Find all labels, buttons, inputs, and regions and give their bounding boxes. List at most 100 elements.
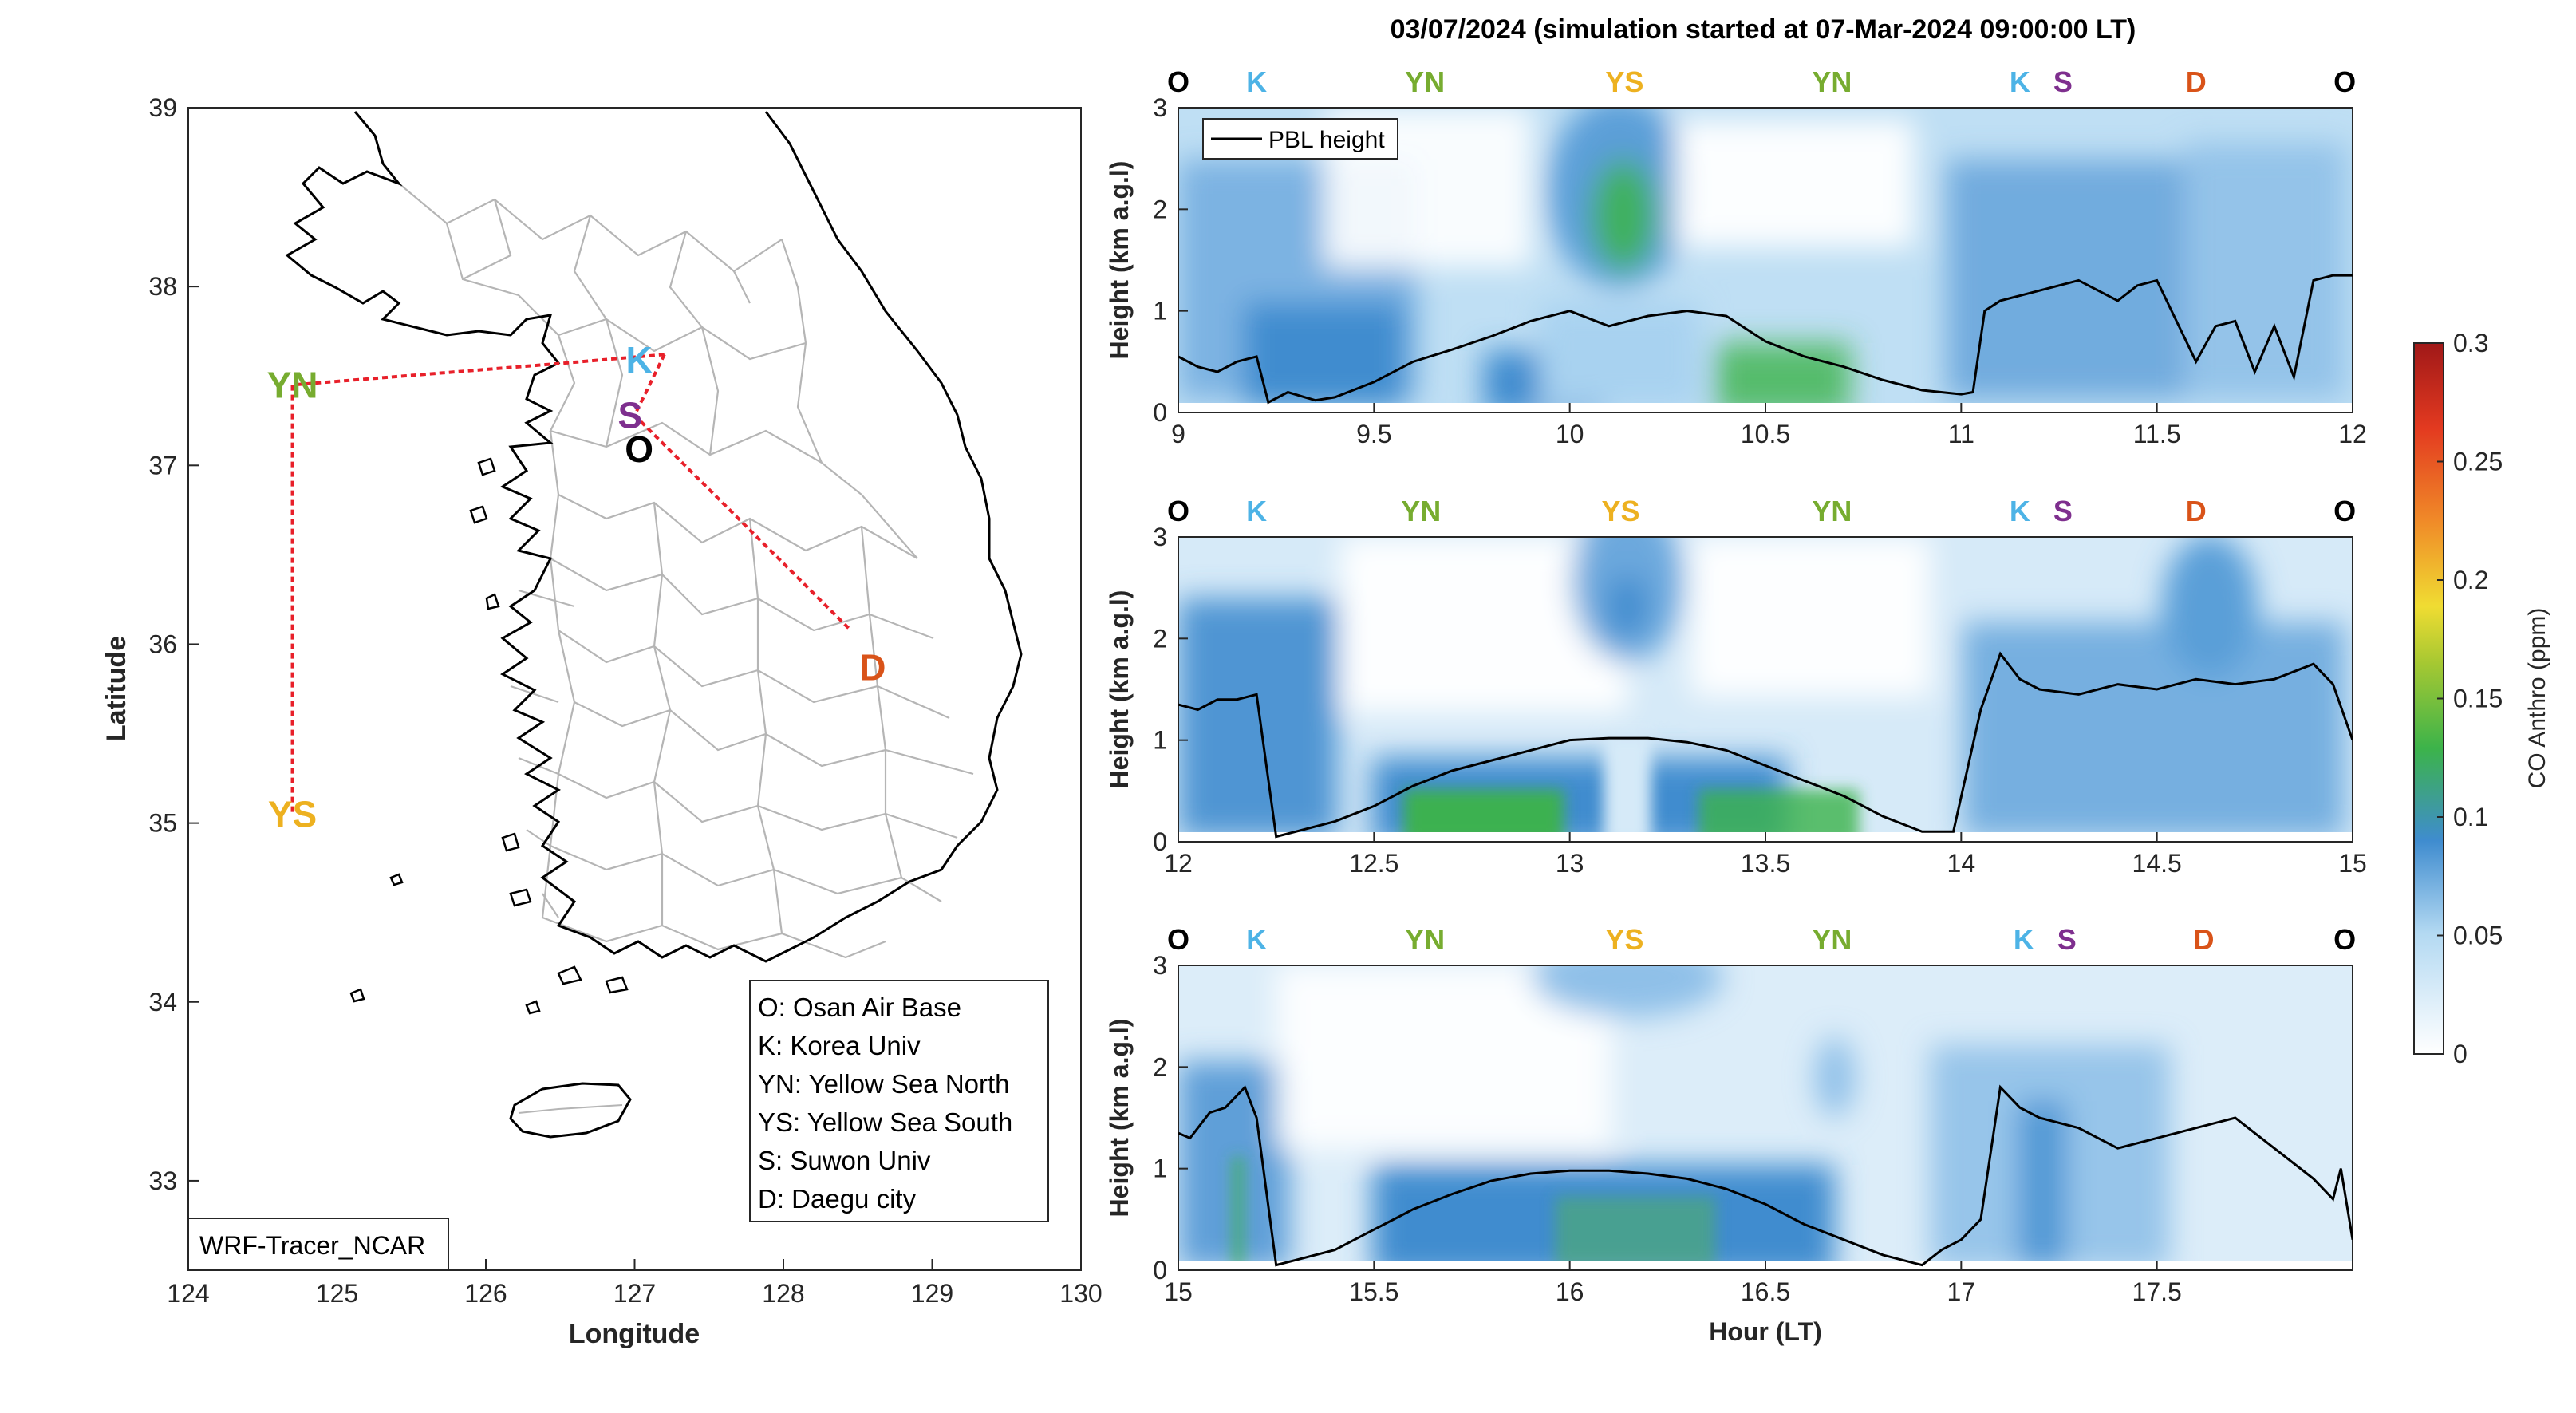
legend-item-s: S: Suwon Univ <box>758 1146 931 1175</box>
panel-2-x-tick-label: 15 <box>2338 849 2367 878</box>
panel-2-x-tick-label: 13.5 <box>1741 849 1790 878</box>
panel-2-x-tick-label: 13 <box>1556 849 1584 878</box>
panel-2-y-tick-label: 1 <box>1153 726 1167 755</box>
panel-2-site-yn-2: YN <box>1401 495 1441 527</box>
panel-2-site-o-8: O <box>2333 495 2356 527</box>
panel-2-site-k-5: K <box>2010 495 2030 527</box>
panel-1-x-tick-label: 10.5 <box>1741 420 1790 448</box>
panel-3-y-ticks: 0 1 2 3 <box>1153 951 1188 1285</box>
colorbar-tick-label: 0.2 <box>2453 566 2488 594</box>
panel-2-field <box>1178 537 2353 842</box>
map-y-tick-label: 34 <box>148 988 177 1016</box>
panel-1-site-labels: O K YN YS YN K S D O <box>1167 65 2356 98</box>
pbl-legend-label: PBL height <box>1268 127 1385 153</box>
panel-3-field <box>1178 965 2353 1270</box>
map-site-k-2: K <box>625 339 652 381</box>
panel-3-site-s-6: S <box>2057 923 2077 956</box>
legend-item-d: D: Daegu city <box>758 1184 917 1214</box>
pbl-line-3 <box>1178 1084 2353 1267</box>
map-x-ticks: 124 125 126 127 128 129 130 <box>167 1259 1103 1308</box>
panel-2-x-tick-label: 12.5 <box>1349 849 1398 878</box>
panel-3-x-tick-label: 15.5 <box>1349 1277 1398 1306</box>
panel-3-y-tick-label: 1 <box>1153 1154 1167 1183</box>
legend-item-ys: YS: Yellow Sea South <box>758 1107 1012 1137</box>
panel-3-x-tick-label: 17 <box>1947 1277 1976 1306</box>
panel-3-site-o-8: O <box>2333 923 2356 956</box>
coastline-islands <box>349 457 629 1015</box>
panel-3-x-ticks: 15 15.5 16 16.5 17 17.5 <box>1164 1261 2182 1306</box>
colorbar-tick-label: 0.25 <box>2453 448 2503 476</box>
panel-2-site-labels: O K YN YS YN K S D O <box>1167 495 2356 527</box>
map-y-tick-label: 39 <box>148 93 177 122</box>
map-x-tick-label: 124 <box>167 1279 209 1308</box>
map-x-tick-label: 130 <box>1059 1279 1102 1308</box>
panel-2-site-k-1: K <box>1246 495 1267 527</box>
panel-3-x-tick-label: 16 <box>1556 1277 1584 1306</box>
map-x-tick-label: 127 <box>613 1279 656 1308</box>
panel-1-site-o-8: O <box>2333 65 2356 98</box>
panel-3-y-tick-label: 3 <box>1153 951 1167 980</box>
map-y-ticks: 33 34 35 36 37 38 39 <box>148 93 199 1195</box>
panel-1-y-ticks: 0 1 2 3 <box>1153 93 1188 427</box>
panel-1-x-tick-label: 9.5 <box>1356 420 1391 448</box>
panel-1-site-yn-4: YN <box>1812 65 1852 98</box>
pbl-legend: PBL height <box>1202 118 1398 160</box>
map-y-tick-label: 36 <box>148 630 177 658</box>
map-x-axis-label: Longitude <box>569 1319 700 1349</box>
legend-item-yn: YN: Yellow Sea North <box>758 1069 1010 1099</box>
panel-3-x-tick-label: 16.5 <box>1741 1277 1790 1306</box>
panel-3-site-yn-4: YN <box>1812 923 1852 956</box>
legend-item-o: O: Osan Air Base <box>758 993 961 1022</box>
panel-3-y-tick-label: 0 <box>1153 1256 1167 1285</box>
panel-1-y-axis-label: Height (km a.g.l) <box>1105 161 1134 360</box>
panel-2-y-tick-label: 0 <box>1153 827 1167 856</box>
panel-1-x-tick-label: 9 <box>1171 420 1185 448</box>
colorbar-label: CO Anthro (ppm) <box>2524 608 2550 789</box>
panel-1-site-k-5: K <box>2010 65 2030 98</box>
flight-track <box>290 353 665 815</box>
panel-2-x-tick-label: 12 <box>1164 849 1193 878</box>
model-label: WRF-Tracer_NCAR <box>199 1231 425 1260</box>
province-boundaries <box>398 183 974 959</box>
map-y-tick-label: 37 <box>148 451 177 480</box>
panel-1-site-o-0: O <box>1167 65 1189 98</box>
map-y-tick-label: 33 <box>148 1166 177 1195</box>
map-site-s-3: S <box>618 395 643 436</box>
panel-1-y-tick-label: 1 <box>1153 297 1167 326</box>
panel-2-x-ticks: 12 12.5 13 13.5 14 14.5 15 <box>1164 832 2367 878</box>
panel-2-y-axis-label: Height (km a.g.l) <box>1105 590 1134 789</box>
panel-2-y-tick-label: 2 <box>1153 624 1167 653</box>
site-labels: YN YS KSO D <box>267 339 886 835</box>
panel-3-site-o-0: O <box>1167 923 1189 956</box>
panel-1-x-tick-label: 12 <box>2338 420 2367 448</box>
panel-1-x-tick-label: 10 <box>1556 420 1584 448</box>
map-y-axis-label: Latitude <box>101 636 132 741</box>
panel-1-y-tick-label: 3 <box>1153 93 1167 122</box>
panel-3-x-tick-label: 17.5 <box>2132 1277 2182 1306</box>
site-legend: O: Osan Air Base K: Korea Univ YN: Yello… <box>749 980 1049 1222</box>
flight-track-inland <box>633 353 852 631</box>
panel-1-y-tick-label: 2 <box>1153 195 1167 223</box>
map-site-yn-0: YN <box>267 364 318 405</box>
panel-1-y-tick-label: 0 <box>1153 398 1167 427</box>
legend-item-k: K: Korea Univ <box>758 1031 921 1060</box>
chart-title: 03/07/2024 (simulation started at 07-Mar… <box>1391 14 2136 45</box>
panel-1-site-ys-3: YS <box>1605 65 1643 98</box>
panel-3-site-d-7: D <box>2194 923 2215 956</box>
panel-1-site-d-7: D <box>2186 65 2207 98</box>
colorbar-tick-label: 0.1 <box>2453 803 2488 831</box>
panel-2-x-tick-label: 14.5 <box>2132 849 2182 878</box>
panel-3-site-yn-2: YN <box>1405 923 1445 956</box>
panel-2-site-ys-3: YS <box>1601 495 1639 527</box>
pbl-line-2 <box>1178 651 2353 839</box>
map-site-d-5: D <box>859 647 886 689</box>
panel-3-site-k-1: K <box>1246 923 1267 956</box>
panel-3-x-tick-label: 15 <box>1164 1277 1193 1306</box>
panel-1-site-k-1: K <box>1246 65 1267 98</box>
map-x-tick-label: 125 <box>316 1279 358 1308</box>
colorbar-tick-label: 0.15 <box>2453 685 2503 713</box>
